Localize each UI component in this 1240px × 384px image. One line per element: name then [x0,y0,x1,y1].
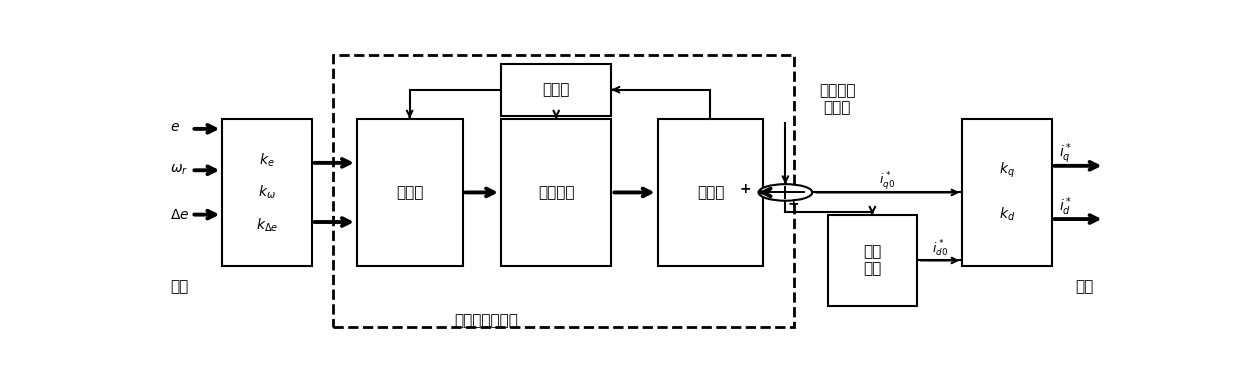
Text: $i^*_{q0}$: $i^*_{q0}$ [879,170,895,192]
Text: $e$: $e$ [170,121,180,134]
Text: 模糊化: 模糊化 [396,185,423,200]
Text: $\Delta e$: $\Delta e$ [170,208,190,222]
Text: $\omega_r$: $\omega_r$ [170,163,188,177]
Text: +: + [787,197,799,211]
Text: +: + [739,182,751,196]
Text: $k_e$: $k_e$ [259,151,275,169]
Text: $k_d$: $k_d$ [998,206,1016,223]
Text: $k_q$: $k_q$ [999,161,1014,180]
Text: $i^*_q$: $i^*_q$ [1059,141,1073,166]
Bar [828,215,918,306]
Text: 积分环节
输出值: 积分环节 输出值 [820,83,856,116]
Text: 清晰化: 清晰化 [697,185,724,200]
Bar [501,64,611,116]
Bar [332,55,794,327]
Text: $i^*_{d0}$: $i^*_{d0}$ [931,239,947,259]
Bar [501,119,611,266]
Bar [657,119,764,266]
Circle shape [759,184,812,201]
Text: $k_{\Delta e}$: $k_{\Delta e}$ [255,216,278,234]
Text: 输出: 输出 [1075,280,1094,295]
Bar [222,119,311,266]
Text: 公式
计算: 公式 计算 [863,244,882,276]
Text: 模糊推理: 模糊推理 [538,185,574,200]
Text: $i^*_d$: $i^*_d$ [1059,195,1073,218]
Bar [357,119,463,266]
Text: 知识库: 知识库 [543,82,570,97]
Text: $k_\omega$: $k_\omega$ [258,184,275,201]
Text: 模糊控制器核心: 模糊控制器核心 [455,314,518,329]
Text: 输入: 输入 [170,280,188,295]
Bar [962,119,1052,266]
